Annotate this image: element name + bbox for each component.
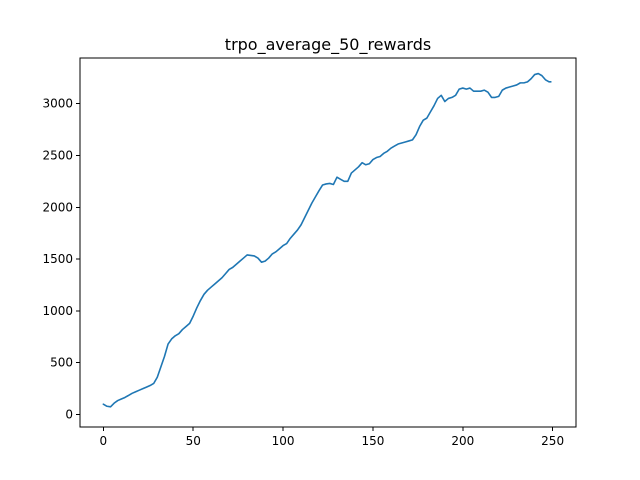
chart-title: trpo_average_50_rewards xyxy=(225,35,431,55)
plot-area xyxy=(102,72,552,408)
y-tick-label: 3000 xyxy=(42,97,73,111)
x-tick-label: 250 xyxy=(541,434,564,448)
y-axis-ticks: 0 500 1000 1500 2000 2500 3000 xyxy=(42,97,80,422)
y-tick-label: 1000 xyxy=(42,304,73,318)
x-axis-ticks: 0 50 100 150 200 250 xyxy=(100,427,564,448)
x-tick-label: 200 xyxy=(451,434,474,448)
y-tick-label: 0 xyxy=(65,408,73,422)
axes-frame xyxy=(79,57,577,428)
x-tick-label: 0 xyxy=(100,434,108,448)
series-line xyxy=(102,72,552,408)
y-tick-label: 1500 xyxy=(42,252,73,266)
y-tick-label: 2000 xyxy=(42,200,73,214)
x-tick-label: 50 xyxy=(186,434,201,448)
y-tick-label: 2500 xyxy=(42,148,73,162)
x-tick-label: 150 xyxy=(361,434,384,448)
y-tick-label: 500 xyxy=(50,356,73,370)
x-tick-label: 100 xyxy=(272,434,295,448)
